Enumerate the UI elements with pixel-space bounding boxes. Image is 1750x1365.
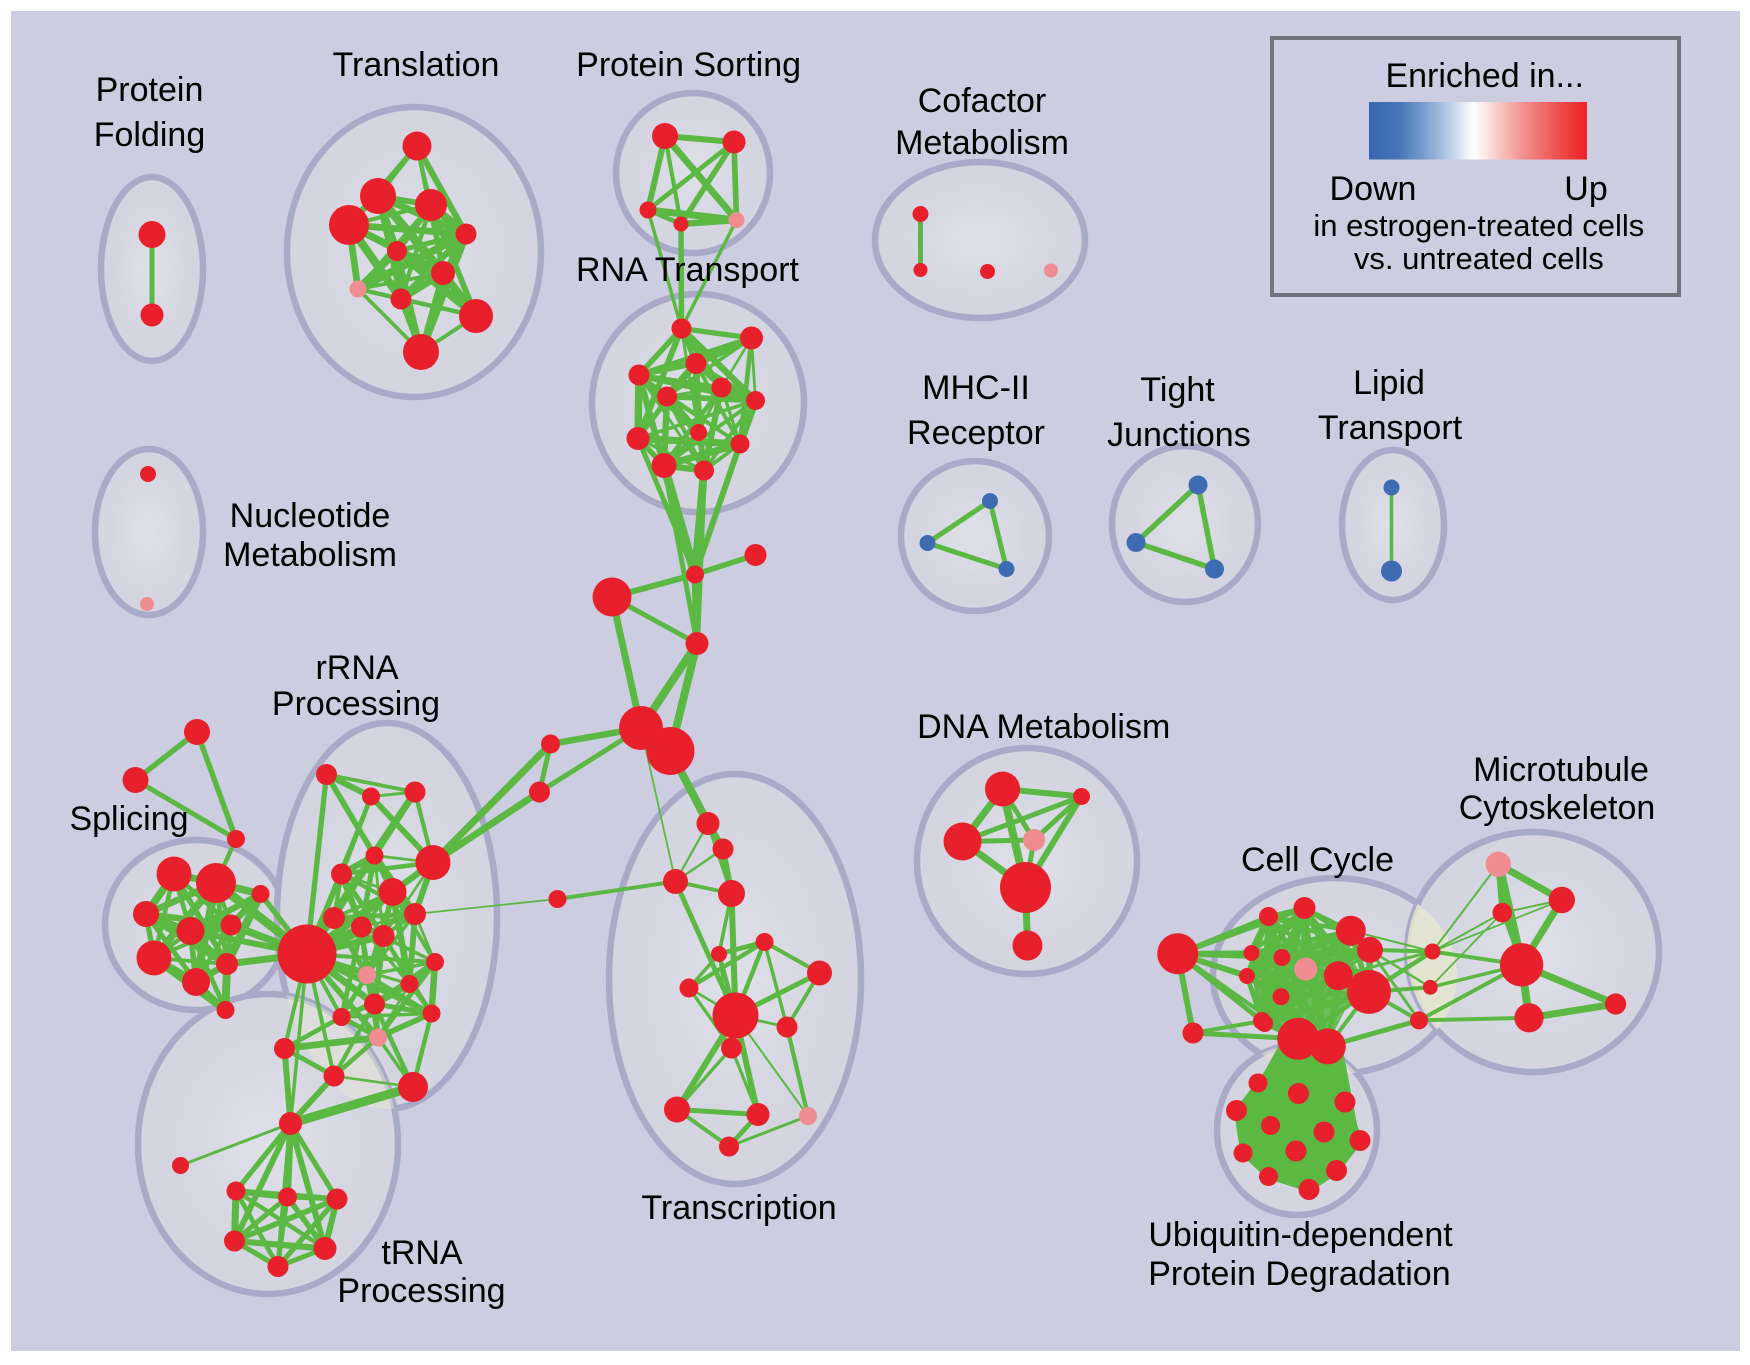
svg-text:Folding: Folding <box>94 116 206 154</box>
svg-text:DNA Metabolism: DNA Metabolism <box>917 708 1170 746</box>
svg-text:Processing: Processing <box>337 1272 505 1310</box>
svg-text:Ubiquitin-dependent: Ubiquitin-dependent <box>1148 1216 1453 1254</box>
svg-text:Cytoskeleton: Cytoskeleton <box>1459 789 1656 827</box>
svg-text:Metabolism: Metabolism <box>895 124 1069 162</box>
svg-text:Tight: Tight <box>1140 371 1215 409</box>
svg-text:Processing: Processing <box>272 685 440 723</box>
svg-text:rRNA: rRNA <box>315 649 398 687</box>
svg-text:Splicing: Splicing <box>69 800 188 838</box>
svg-text:in estrogen-treated cells: in estrogen-treated cells <box>1313 208 1644 243</box>
svg-text:tRNA: tRNA <box>381 1234 463 1272</box>
svg-text:vs. untreated cells: vs. untreated cells <box>1354 241 1604 276</box>
svg-text:Enriched in...: Enriched in... <box>1385 57 1583 95</box>
svg-text:Microtubule: Microtubule <box>1473 751 1649 789</box>
svg-text:Junctions: Junctions <box>1107 416 1251 454</box>
svg-text:Down: Down <box>1330 170 1417 208</box>
svg-text:Translation: Translation <box>333 46 500 84</box>
svg-text:Cofactor: Cofactor <box>918 82 1047 120</box>
svg-text:Nucleotide: Nucleotide <box>230 497 391 535</box>
svg-text:Protein: Protein <box>96 71 204 109</box>
svg-text:Metabolism: Metabolism <box>223 536 397 574</box>
svg-text:Protein Degradation: Protein Degradation <box>1148 1255 1450 1293</box>
svg-text:Lipid: Lipid <box>1353 364 1425 402</box>
svg-text:RNA Transport: RNA Transport <box>576 251 800 289</box>
svg-text:Transport: Transport <box>1318 409 1463 447</box>
svg-text:Transcription: Transcription <box>641 1189 836 1227</box>
svg-text:Cell Cycle: Cell Cycle <box>1241 841 1394 879</box>
svg-text:Protein Sorting: Protein Sorting <box>576 46 801 84</box>
svg-text:MHC-II: MHC-II <box>922 369 1030 407</box>
svg-text:Up: Up <box>1564 170 1607 208</box>
svg-text:Receptor: Receptor <box>907 414 1045 452</box>
